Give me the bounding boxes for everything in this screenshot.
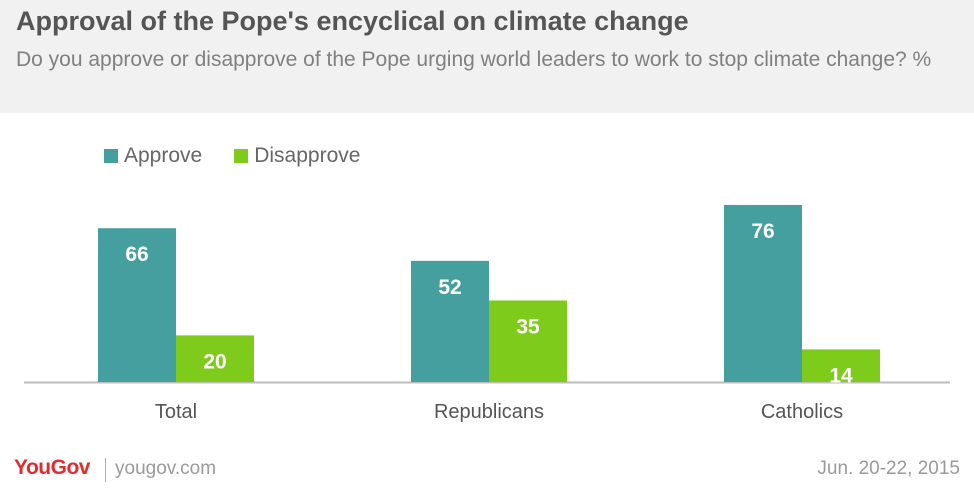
data-label-disapprove-catholics: 14 (829, 364, 853, 387)
header: Approval of the Pope's encyclical on cli… (0, 0, 974, 113)
bar-approve-catholics (724, 204, 802, 382)
footer-site-link[interactable]: yougov.com (115, 458, 217, 479)
data-label-approve-catholics: 76 (751, 220, 774, 243)
legend-swatch-disapprove (234, 149, 249, 163)
bar-disapprove-total (176, 335, 254, 382)
data-label-approve-republicans: 52 (438, 276, 461, 299)
x-tick-label-total: Total (155, 401, 197, 423)
footer-divider (105, 458, 106, 482)
data-label-approve-total: 66 (125, 243, 148, 266)
x-tick-label-catholics: Catholics (761, 401, 843, 423)
data-label-disapprove-republicans: 35 (516, 315, 540, 338)
x-tick-label-republicans: Republicans (434, 401, 544, 423)
bar-disapprove-catholics (802, 349, 880, 382)
legend-label-disapprove: Disapprove (254, 144, 361, 167)
footer-date: Jun. 20-22, 2015 (817, 458, 960, 479)
legend-label-approve: Approve (124, 144, 203, 167)
bar-approve-total (98, 228, 176, 382)
legend: Approve Disapprove (104, 144, 392, 168)
legend-item-disapprove: Disapprove (234, 144, 360, 168)
yougov-logo: YouGov (14, 456, 90, 479)
chart-subtitle: Do you approve or disapprove of the Pope… (16, 48, 932, 71)
chart-title: Approval of the Pope's encyclical on cli… (16, 6, 689, 36)
legend-swatch-approve (104, 149, 118, 163)
bar-approve-republicans (411, 260, 489, 382)
data-label-disapprove-total: 20 (203, 350, 226, 373)
legend-item-approve: Approve (104, 144, 202, 168)
bar-disapprove-republicans (489, 300, 567, 382)
